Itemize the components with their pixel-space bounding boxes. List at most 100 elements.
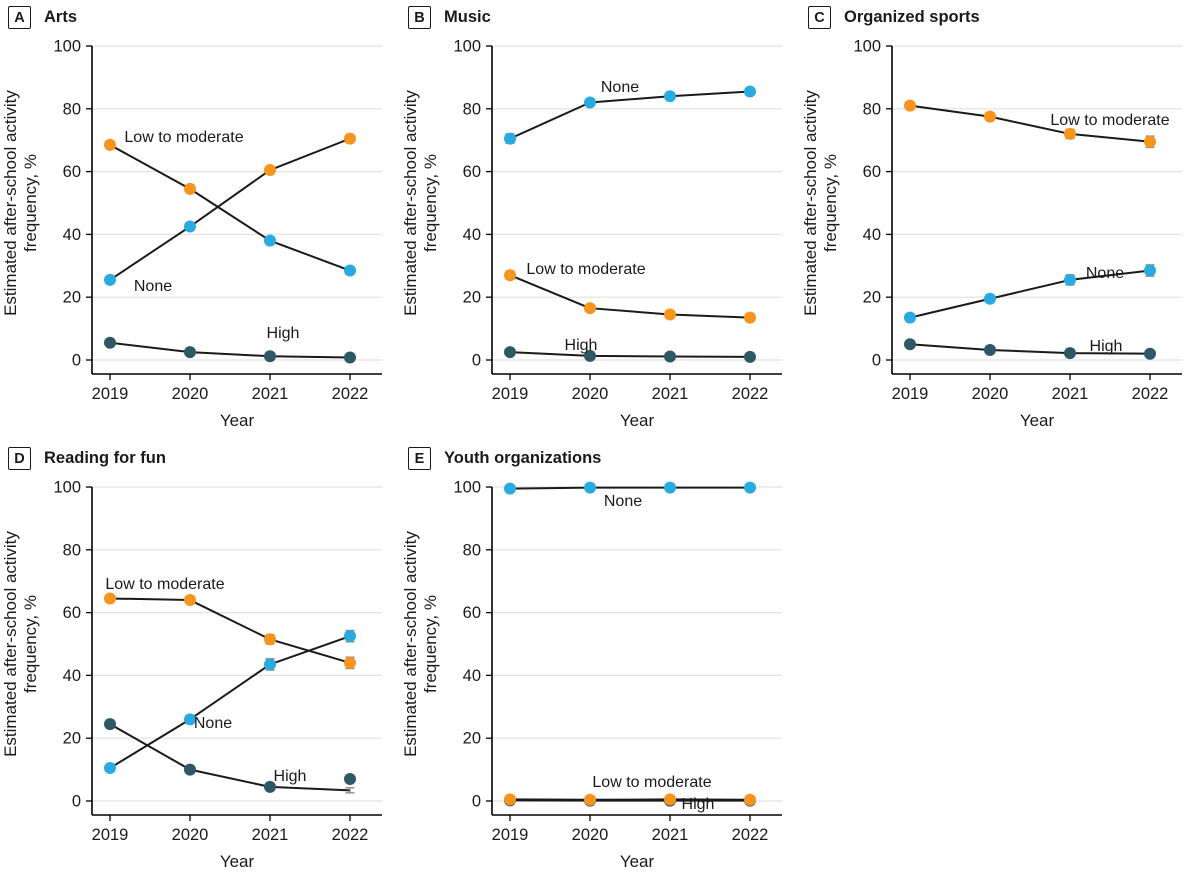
svg-text:40: 40: [463, 667, 481, 685]
svg-text:frequency, %: frequency, %: [21, 595, 40, 693]
chart-youth-organizations: 0 20 40 60 80 100 2019 2020 2021 2022 Year Estimate…: [401, 479, 782, 871]
panel-title: Youth organizations: [444, 449, 602, 467]
svg-text:2019: 2019: [492, 385, 529, 403]
panel-letter-badge: B: [408, 6, 431, 29]
svg-text:Estimated after-school activit: Estimated after-school activity: [801, 90, 820, 316]
svg-text:None: None: [194, 715, 232, 732]
svg-text:Estimated after-school activit: Estimated after-school activity: [401, 531, 420, 757]
svg-text:100: 100: [453, 479, 481, 497]
svg-text:0: 0: [872, 352, 881, 370]
svg-text:2022: 2022: [732, 826, 769, 844]
svg-text:80: 80: [863, 100, 881, 118]
svg-text:2021: 2021: [252, 385, 289, 403]
svg-text:2021: 2021: [652, 826, 689, 844]
svg-text:2021: 2021: [652, 385, 689, 403]
svg-text:2019: 2019: [492, 826, 529, 844]
svg-text:High: High: [274, 768, 307, 785]
svg-text:Year: Year: [620, 411, 655, 430]
svg-text:None: None: [604, 493, 642, 510]
svg-text:60: 60: [63, 604, 81, 622]
svg-text:None: None: [134, 278, 172, 295]
svg-text:Low to moderate: Low to moderate: [1050, 112, 1169, 129]
svg-text:0: 0: [472, 352, 481, 370]
svg-text:40: 40: [63, 667, 81, 685]
svg-text:100: 100: [453, 38, 481, 56]
panel-title: Reading for fun: [44, 449, 166, 467]
svg-text:60: 60: [463, 163, 481, 181]
svg-text:2022: 2022: [1132, 385, 1169, 403]
svg-text:2019: 2019: [92, 826, 129, 844]
svg-text:Year: Year: [620, 852, 655, 871]
svg-text:80: 80: [463, 100, 481, 118]
svg-text:20: 20: [863, 289, 881, 307]
svg-text:20: 20: [63, 730, 81, 748]
svg-text:2020: 2020: [572, 385, 609, 403]
svg-text:High: High: [267, 325, 300, 342]
svg-text:60: 60: [63, 163, 81, 181]
svg-text:0: 0: [72, 352, 81, 370]
chart-music: 0 20 40 60 80 100 2019 2020 2021 2022 Year Estimate…: [401, 38, 782, 430]
panel-header-arts: A Arts: [8, 6, 77, 29]
svg-text:None: None: [1086, 265, 1124, 282]
svg-text:High: High: [682, 796, 715, 813]
panel-youth-organizations: 0 20 40 60 80 100 2019 2020 2021 2022 Year Estimate…: [400, 441, 800, 882]
svg-text:20: 20: [463, 289, 481, 307]
svg-text:frequency, %: frequency, %: [21, 154, 40, 252]
svg-text:frequency, %: frequency, %: [421, 154, 440, 252]
panel-letter-badge: D: [8, 447, 31, 470]
svg-text:2021: 2021: [252, 826, 289, 844]
svg-text:80: 80: [63, 100, 81, 118]
svg-text:2020: 2020: [972, 385, 1009, 403]
panel-letter-badge: A: [8, 6, 31, 29]
panel-organized-sports: 0 20 40 60 80 100 2019 2020 2021 2022 Year Estimate…: [800, 0, 1200, 441]
svg-text:Year: Year: [220, 411, 255, 430]
svg-text:Low to moderate: Low to moderate: [124, 129, 243, 146]
svg-text:frequency, %: frequency, %: [421, 595, 440, 693]
svg-text:0: 0: [472, 793, 481, 811]
svg-text:High: High: [1090, 338, 1123, 355]
svg-text:Low to moderate: Low to moderate: [105, 576, 224, 593]
svg-text:High: High: [565, 337, 598, 354]
svg-text:2021: 2021: [1052, 385, 1089, 403]
svg-text:Year: Year: [220, 852, 255, 871]
panel-title: Music: [444, 8, 491, 26]
svg-text:0: 0: [72, 793, 81, 811]
svg-text:Low to moderate: Low to moderate: [526, 261, 645, 278]
chart-organized-sports: 0 20 40 60 80 100 2019 2020 2021 2022 Year Estimate…: [801, 38, 1182, 430]
svg-text:frequency, %: frequency, %: [821, 154, 840, 252]
svg-text:Year: Year: [1020, 411, 1055, 430]
panel-arts: 0 20 40 60 80 100 2019 2020 2021 2022 Year Estimate…: [0, 0, 400, 441]
panel-letter-badge: C: [808, 6, 831, 29]
svg-text:100: 100: [53, 38, 81, 56]
panel-title: Organized sports: [844, 8, 980, 26]
panel-header-reading-for-fun: D Reading for fun: [8, 447, 166, 470]
svg-text:80: 80: [63, 541, 81, 559]
svg-text:60: 60: [463, 604, 481, 622]
chart-reading-for-fun: 0 20 40 60 80 100 2019 2020 2021 2022 Year Estimate…: [1, 479, 382, 871]
svg-text:2020: 2020: [172, 826, 209, 844]
svg-text:2022: 2022: [732, 385, 769, 403]
panel-music: 0 20 40 60 80 100 2019 2020 2021 2022 Year Estimate…: [400, 0, 800, 441]
panel-header-organized-sports: C Organized sports: [808, 6, 980, 29]
panel-title: Arts: [44, 8, 78, 26]
svg-text:2019: 2019: [92, 385, 129, 403]
svg-text:100: 100: [53, 479, 81, 497]
chart-arts: 0 20 40 60 80 100 2019 2020 2021 2022 Year Estimate…: [1, 38, 382, 430]
svg-text:None: None: [601, 79, 639, 96]
svg-text:2020: 2020: [172, 385, 209, 403]
svg-text:20: 20: [63, 289, 81, 307]
svg-text:Estimated after-school activit: Estimated after-school activity: [1, 90, 20, 316]
svg-text:20: 20: [463, 730, 481, 748]
panel-reading-for-fun: 0 20 40 60 80 100 2019 2020 2021 2022 Year Estimate…: [0, 441, 400, 882]
panel-header-music: B Music: [408, 6, 491, 29]
svg-text:80: 80: [463, 541, 481, 559]
panel-header-youth-organizations: E Youth organizations: [408, 447, 601, 470]
svg-text:40: 40: [63, 226, 81, 244]
svg-text:60: 60: [863, 163, 881, 181]
svg-text:2019: 2019: [892, 385, 929, 403]
svg-text:Estimated after-school activit: Estimated after-school activity: [1, 531, 20, 757]
svg-text:2020: 2020: [572, 826, 609, 844]
svg-text:Estimated after-school activit: Estimated after-school activity: [401, 90, 420, 316]
